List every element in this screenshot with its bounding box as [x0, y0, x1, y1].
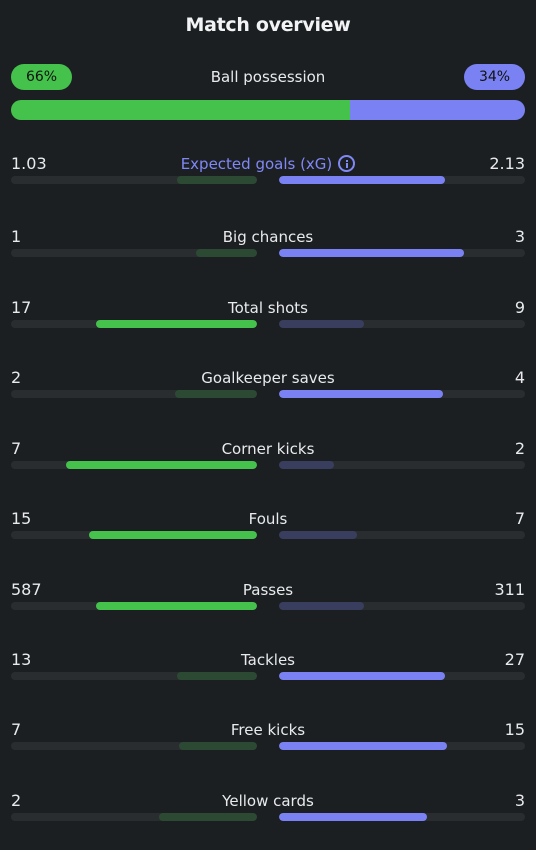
away-stat-bar: [279, 249, 525, 257]
possession-bar-home: [11, 100, 351, 120]
home-stat-value: 1: [11, 227, 22, 246]
home-stat-value: 587: [11, 580, 42, 599]
away-stat-value: 9: [514, 298, 525, 317]
home-stat-bar-fill: [158, 813, 257, 821]
possession-bar-away: [350, 100, 525, 120]
stat-label: Corner kicks: [11, 438, 525, 460]
home-stat-bar-fill: [176, 176, 257, 184]
away-stat-bar: [279, 742, 525, 750]
away-stat-value: 2: [514, 439, 525, 458]
away-stat-value: 3: [514, 791, 525, 810]
away-possession-badge: 34%: [464, 64, 525, 90]
home-stat-bar-fill: [178, 742, 257, 750]
home-stat-value: 1.03: [11, 154, 47, 173]
stat-label[interactable]: Expected goals (xG): [11, 153, 525, 175]
away-stat-value: 4: [514, 368, 525, 387]
home-stat-value: 17: [11, 298, 32, 317]
home-stat-bar-fill: [175, 390, 257, 398]
stat-label-text: Goalkeeper saves: [201, 369, 335, 387]
ball-possession-row: 66% Ball possession 34%: [11, 64, 525, 120]
stat-label: Yellow cards: [11, 790, 525, 812]
away-stat-bar-fill: [279, 176, 445, 184]
home-stat-bar-fill: [65, 461, 257, 469]
away-stat-bar-fill: [279, 742, 447, 750]
possession-bar: [11, 100, 525, 120]
away-stat-bar: [279, 461, 525, 469]
away-stat-value: 311: [494, 580, 525, 599]
away-stat-bar: [279, 390, 525, 398]
away-stat-bar: [279, 602, 525, 610]
away-stat-bar-fill: [279, 602, 365, 610]
away-stat-bar-fill: [279, 672, 446, 680]
stat-row: 7 Corner kicks 2: [11, 438, 525, 478]
home-stat-bar-fill: [195, 249, 257, 257]
stat-row: 2 Goalkeeper saves 4: [11, 367, 525, 407]
home-stat-value: 2: [11, 791, 22, 810]
home-stat-value: 13: [11, 650, 32, 669]
stat-label: Goalkeeper saves: [11, 367, 525, 389]
away-stat-bar: [279, 176, 525, 184]
away-stat-bar-fill: [279, 249, 464, 257]
home-stat-value: 7: [11, 720, 22, 739]
away-stat-value: 27: [504, 650, 525, 669]
stat-row: 2 Yellow cards 3: [11, 790, 525, 830]
home-stat-bar-fill: [96, 320, 257, 328]
stat-label-text: Yellow cards: [222, 792, 314, 810]
home-stat-bar: [11, 602, 257, 610]
away-stat-bar-fill: [279, 531, 358, 539]
stat-row: 15 Fouls 7: [11, 508, 525, 548]
away-stat-bar: [279, 672, 525, 680]
page-title: Match overview: [185, 14, 351, 36]
stat-label-text: Big chances: [222, 228, 314, 246]
away-stat-bar: [279, 320, 525, 328]
home-stat-bar: [11, 742, 257, 750]
stat-row: 587 Passes 311: [11, 579, 525, 619]
stat-label-text: Total shots: [228, 299, 308, 317]
stat-label-text: Tackles: [240, 651, 296, 669]
stat-label: Passes: [11, 579, 525, 601]
home-stat-bar-fill: [96, 602, 257, 610]
away-stat-bar: [279, 813, 525, 821]
stat-label: Big chances: [11, 226, 525, 248]
home-stat-bar: [11, 176, 257, 184]
stat-row: 7 Free kicks 15: [11, 719, 525, 759]
stat-label-text: Free kicks: [230, 721, 306, 739]
stat-label-text: Fouls: [248, 510, 288, 528]
stat-label-text: Expected goals (xG): [180, 155, 333, 173]
stat-row: 17 Total shots 9: [11, 297, 525, 337]
stat-label-text: Corner kicks: [221, 440, 315, 458]
home-stat-bar: [11, 813, 257, 821]
away-stat-value: 7: [514, 509, 525, 528]
away-stat-bar-fill: [279, 390, 443, 398]
away-stat-bar: [279, 531, 525, 539]
home-possession-badge: 66%: [11, 64, 72, 90]
away-stat-value: 2.13: [489, 154, 525, 173]
home-stat-value: 7: [11, 439, 22, 458]
home-stat-bar-fill: [89, 531, 257, 539]
home-stat-bar: [11, 320, 257, 328]
away-stat-bar-fill: [279, 461, 334, 469]
home-stat-bar-fill: [177, 672, 257, 680]
stat-label: Free kicks: [11, 719, 525, 741]
stat-label: Total shots: [11, 297, 525, 319]
home-stat-bar: [11, 249, 257, 257]
home-stat-bar: [11, 461, 257, 469]
stat-row: 1 Big chances 3: [11, 226, 525, 266]
home-stat-bar: [11, 531, 257, 539]
away-stat-bar-fill: [279, 813, 427, 821]
stat-label-text: Passes: [242, 581, 294, 599]
home-stat-bar: [11, 390, 257, 398]
stat-row: 13 Tackles 27: [11, 649, 525, 689]
away-stat-value: 3: [514, 227, 525, 246]
ball-possession-label: Ball possession: [210, 68, 326, 86]
stat-label: Tackles: [11, 649, 525, 671]
away-stat-bar-fill: [279, 320, 365, 328]
home-stat-value: 2: [11, 368, 22, 387]
away-stat-value: 15: [504, 720, 525, 739]
home-stat-bar: [11, 672, 257, 680]
stat-row: 1.03 Expected goals (xG) 2.13: [11, 153, 525, 193]
info-icon[interactable]: [338, 155, 356, 172]
stat-label: Fouls: [11, 508, 525, 530]
home-stat-value: 15: [11, 509, 32, 528]
